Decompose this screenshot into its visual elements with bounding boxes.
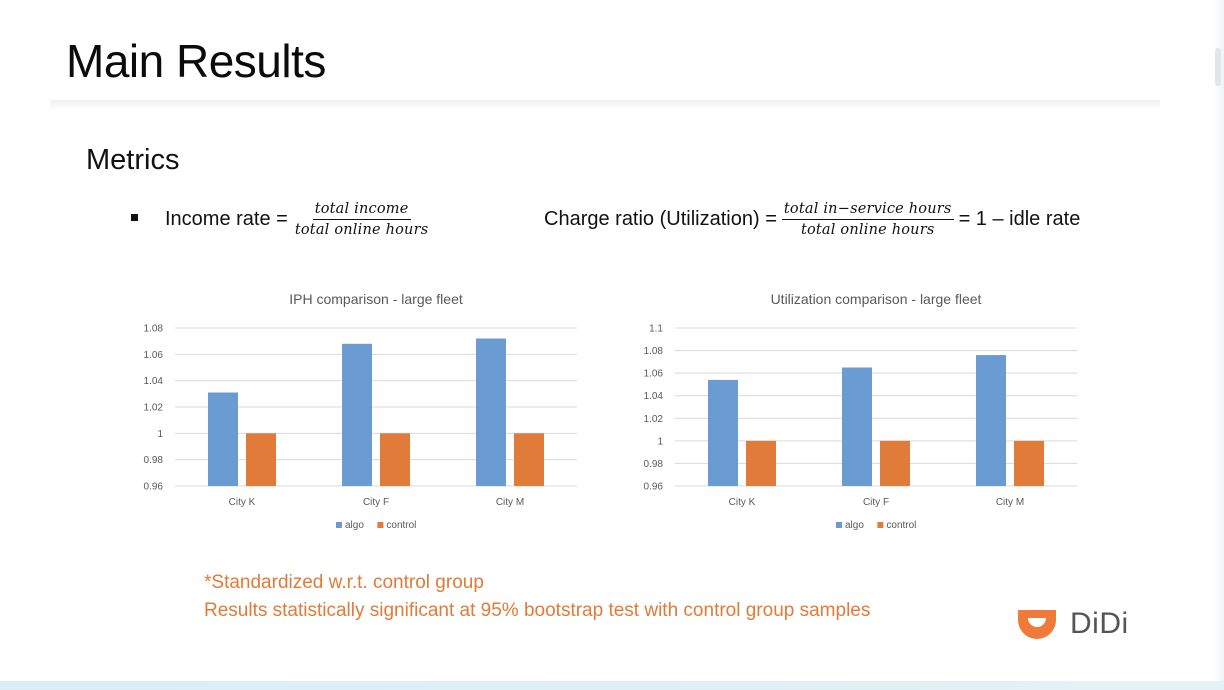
y-tick-label: 0.96	[144, 482, 164, 493]
bar-control-city-f	[380, 433, 410, 486]
y-tick-label: 0.96	[644, 482, 664, 493]
x-tick-label: City K	[229, 497, 256, 508]
x-tick-label: City M	[996, 497, 1024, 508]
window-edge	[1214, 0, 1224, 690]
logo-text: DiDi	[1070, 607, 1129, 640]
y-tick-label: 1	[657, 436, 663, 447]
charge-ratio-rhs: = 1 – idle rate	[958, 208, 1081, 230]
legend-label-control: control	[886, 520, 916, 531]
income-rate-denominator: total online hours	[294, 222, 429, 238]
y-tick-label: 1.08	[144, 324, 164, 335]
y-tick-label: 1	[157, 429, 163, 440]
legend-label-algo: algo	[345, 520, 364, 531]
bottom-band	[0, 681, 1224, 690]
bullet-icon	[131, 214, 138, 221]
charge-ratio-denominator: total online hours	[800, 222, 935, 238]
charge-ratio-numerator: total in−service hours	[781, 201, 954, 220]
note-standardized: *Standardized w.r.t. control group	[204, 572, 484, 593]
bar-control-city-f	[880, 440, 910, 486]
utilization-chart-svg: Utilization comparison - large fleet 0.96…	[644, 291, 1077, 531]
bar-control-city-m	[514, 433, 544, 486]
y-tick-label: 0.98	[144, 455, 164, 466]
chart-title: IPH comparison - large fleet	[289, 291, 463, 307]
scroll-handle	[1215, 48, 1221, 86]
slide-title: Main Results	[66, 35, 326, 87]
bar-control-city-m	[1014, 440, 1044, 486]
y-tick-label: 1.02	[144, 403, 164, 414]
legend-label-algo: algo	[845, 520, 864, 531]
y-tick-label: 0.98	[644, 459, 664, 470]
y-tick-label: 1.1	[649, 324, 663, 335]
x-tick-label: City M	[496, 497, 524, 508]
income-rate-numerator: total income	[312, 201, 411, 220]
x-tick-label: City F	[363, 497, 389, 508]
y-tick-label: 1.08	[644, 346, 664, 357]
legend-swatch-algo	[336, 522, 342, 528]
legend-swatch-control	[877, 522, 884, 528]
income-rate-lhs: Income rate =	[165, 208, 288, 230]
note-significance: Results statistically significant at 95%…	[204, 600, 871, 621]
y-tick-label: 1.06	[144, 350, 164, 361]
bar-algo-city-f	[842, 367, 872, 486]
bar-algo-city-f	[342, 343, 372, 486]
legend-swatch-control	[377, 522, 384, 528]
y-tick-label: 1.04	[644, 391, 664, 402]
metrics-heading: Metrics	[86, 144, 180, 176]
charge-ratio-formula: Charge ratio (Utilization) = total in−se…	[544, 201, 1080, 238]
income-rate-formula: Income rate = total income total online …	[165, 201, 435, 238]
bar-control-city-k	[746, 440, 776, 486]
charge-ratio-lhs: Charge ratio (Utilization) =	[544, 208, 777, 230]
didi-logo: DiDi	[1012, 604, 1129, 644]
utilization-comparison-chart: Utilization comparison - large fleet 0.96…	[630, 284, 1100, 554]
title-divider	[50, 100, 1160, 110]
bar-algo-city-m	[476, 338, 506, 486]
iph-chart-svg: IPH comparison - large fleet 0.96 0.98 1 1.0…	[144, 291, 577, 531]
chart-title: Utilization comparison - large fleet	[771, 291, 982, 307]
bar-control-city-k	[246, 433, 276, 486]
y-tick-label: 1.04	[144, 376, 164, 387]
y-tick-label: 1.02	[644, 414, 664, 425]
x-tick-label: City F	[863, 497, 889, 508]
legend-label-control: control	[386, 520, 416, 531]
y-tick-label: 1.06	[644, 369, 664, 380]
bar-algo-city-m	[976, 355, 1006, 486]
legend-swatch-algo	[836, 522, 842, 528]
bar-algo-city-k	[708, 379, 738, 486]
bar-algo-city-k	[208, 392, 238, 486]
charge-ratio-fraction: total in−service hours total online hour…	[781, 201, 954, 238]
income-rate-fraction: total income total online hours	[293, 201, 431, 238]
didi-logo-icon	[1018, 610, 1056, 639]
iph-comparison-chart: IPH comparison - large fleet 0.96 0.98 1 1.0…	[130, 284, 600, 554]
x-tick-label: City K	[729, 497, 756, 508]
